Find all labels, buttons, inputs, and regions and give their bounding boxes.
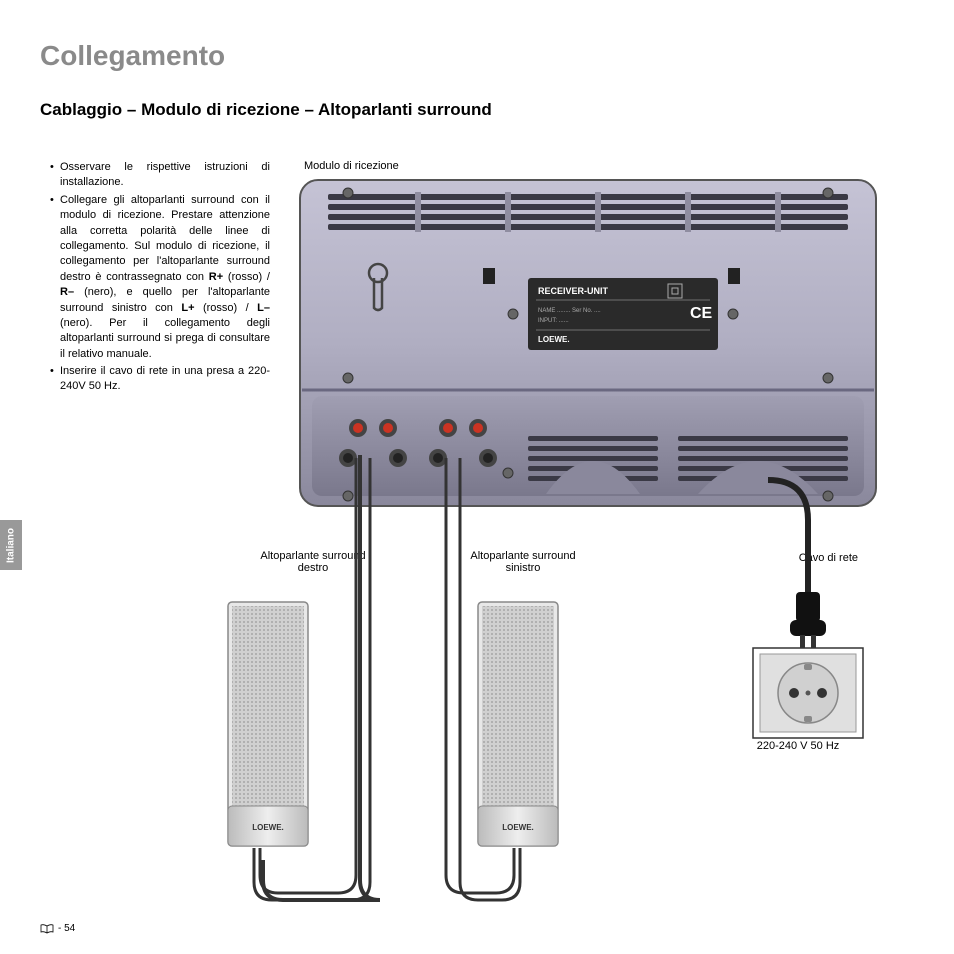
instruction-item: Inserire il cavo di rete in una presa a …	[50, 364, 270, 395]
svg-text:LOEWE.: LOEWE.	[538, 335, 570, 344]
power-cable-label: Cavo di rete	[768, 552, 858, 564]
instruction-item: Collegare gli altoparlanti surround con …	[50, 193, 270, 362]
book-icon	[40, 924, 54, 934]
svg-text:LOEWE.: LOEWE.	[252, 823, 284, 832]
svg-text:LOEWE.: LOEWE.	[502, 823, 534, 832]
voltage-label: 220-240 V 50 Hz	[738, 740, 858, 752]
text: (rosso) /	[223, 271, 270, 283]
instruction-item: Osservare le rispettive istruzioni di in…	[50, 160, 270, 191]
text: Collegare gli altoparlanti surround con …	[60, 194, 270, 283]
bold-text: L+	[181, 302, 194, 314]
svg-text:CE: CE	[690, 305, 713, 322]
svg-text:RECEIVER-UNIT: RECEIVER-UNIT	[538, 286, 609, 296]
language-tab: Italiano	[0, 520, 22, 570]
content-row: Osservare le rispettive istruzioni di in…	[40, 160, 914, 513]
text: (rosso) /	[195, 302, 258, 314]
receiver-unit-illustration: RECEIVER-UNIT NAME ........ Ser No. ....…	[298, 178, 878, 508]
page-title: Collegamento	[40, 40, 914, 72]
speaker-right-label: Altoparlante surround destro	[248, 550, 378, 574]
section-title: Cablaggio – Modulo di ricezione – Altopa…	[40, 100, 914, 120]
text: (nero). Per il collegamento degli altopa…	[60, 317, 270, 360]
wiring-diagram: Modulo di ricezione	[298, 160, 914, 513]
module-label: Modulo di ricezione	[304, 160, 914, 172]
bold-text: R–	[60, 286, 74, 298]
page-number: - 54	[40, 923, 75, 934]
instructions-list: Osservare le rispettive istruzioni di in…	[40, 160, 270, 513]
svg-text:INPUT: ......: INPUT: ......	[538, 318, 569, 324]
speaker-left-label: Altoparlante surround sinistro	[458, 550, 588, 574]
page-number-text: - 54	[58, 923, 75, 934]
bold-text: R+	[209, 271, 223, 283]
svg-text:NAME ........ Ser No. ....: NAME ........ Ser No. ....	[538, 308, 601, 314]
bold-text: L–	[257, 302, 270, 314]
